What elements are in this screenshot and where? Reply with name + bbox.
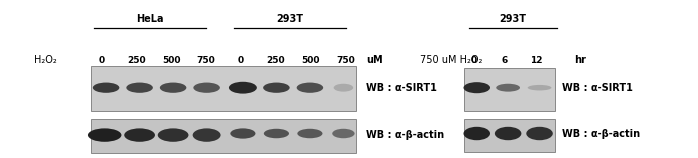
Ellipse shape bbox=[158, 128, 188, 142]
Text: 750 uM H₂O₂: 750 uM H₂O₂ bbox=[420, 55, 482, 65]
Text: 6: 6 bbox=[502, 56, 507, 64]
Ellipse shape bbox=[526, 127, 553, 140]
Text: 500: 500 bbox=[162, 56, 180, 64]
Ellipse shape bbox=[124, 128, 155, 142]
Ellipse shape bbox=[463, 127, 490, 140]
Text: 250: 250 bbox=[127, 56, 145, 64]
FancyBboxPatch shape bbox=[91, 66, 356, 111]
Ellipse shape bbox=[495, 127, 521, 140]
Text: 0: 0 bbox=[470, 56, 476, 64]
Ellipse shape bbox=[88, 128, 121, 142]
Text: 750: 750 bbox=[336, 56, 355, 64]
Text: HeLa: HeLa bbox=[136, 14, 164, 24]
Text: 293T: 293T bbox=[276, 14, 303, 24]
Ellipse shape bbox=[264, 129, 289, 138]
Text: 750: 750 bbox=[197, 56, 215, 64]
Ellipse shape bbox=[297, 82, 323, 93]
Text: 250: 250 bbox=[267, 56, 285, 64]
Ellipse shape bbox=[496, 84, 520, 92]
Ellipse shape bbox=[332, 129, 355, 138]
Text: WB : α-SIRT1: WB : α-SIRT1 bbox=[366, 83, 438, 93]
Ellipse shape bbox=[193, 128, 221, 142]
Ellipse shape bbox=[229, 82, 257, 94]
FancyBboxPatch shape bbox=[464, 118, 555, 152]
Ellipse shape bbox=[463, 82, 490, 93]
Text: 0: 0 bbox=[98, 56, 104, 64]
Ellipse shape bbox=[193, 82, 220, 93]
Text: 12: 12 bbox=[530, 56, 542, 64]
FancyBboxPatch shape bbox=[91, 118, 356, 153]
Ellipse shape bbox=[160, 82, 186, 93]
Text: H₂O₂: H₂O₂ bbox=[34, 55, 57, 65]
Text: 500: 500 bbox=[302, 56, 320, 64]
Text: WB : α-SIRT1: WB : α-SIRT1 bbox=[562, 83, 633, 93]
Text: WB : α-β-actin: WB : α-β-actin bbox=[562, 128, 640, 139]
Ellipse shape bbox=[334, 84, 353, 92]
Text: 0: 0 bbox=[238, 56, 244, 64]
Ellipse shape bbox=[263, 82, 290, 93]
Text: WB : α-β-actin: WB : α-β-actin bbox=[366, 130, 445, 140]
Ellipse shape bbox=[528, 85, 551, 90]
Ellipse shape bbox=[126, 82, 153, 93]
Ellipse shape bbox=[230, 128, 255, 139]
Text: 293T: 293T bbox=[500, 14, 526, 24]
Ellipse shape bbox=[93, 82, 119, 93]
Text: uM: uM bbox=[366, 55, 383, 65]
Text: hr: hr bbox=[574, 55, 586, 65]
FancyBboxPatch shape bbox=[464, 68, 555, 111]
Ellipse shape bbox=[297, 129, 322, 138]
